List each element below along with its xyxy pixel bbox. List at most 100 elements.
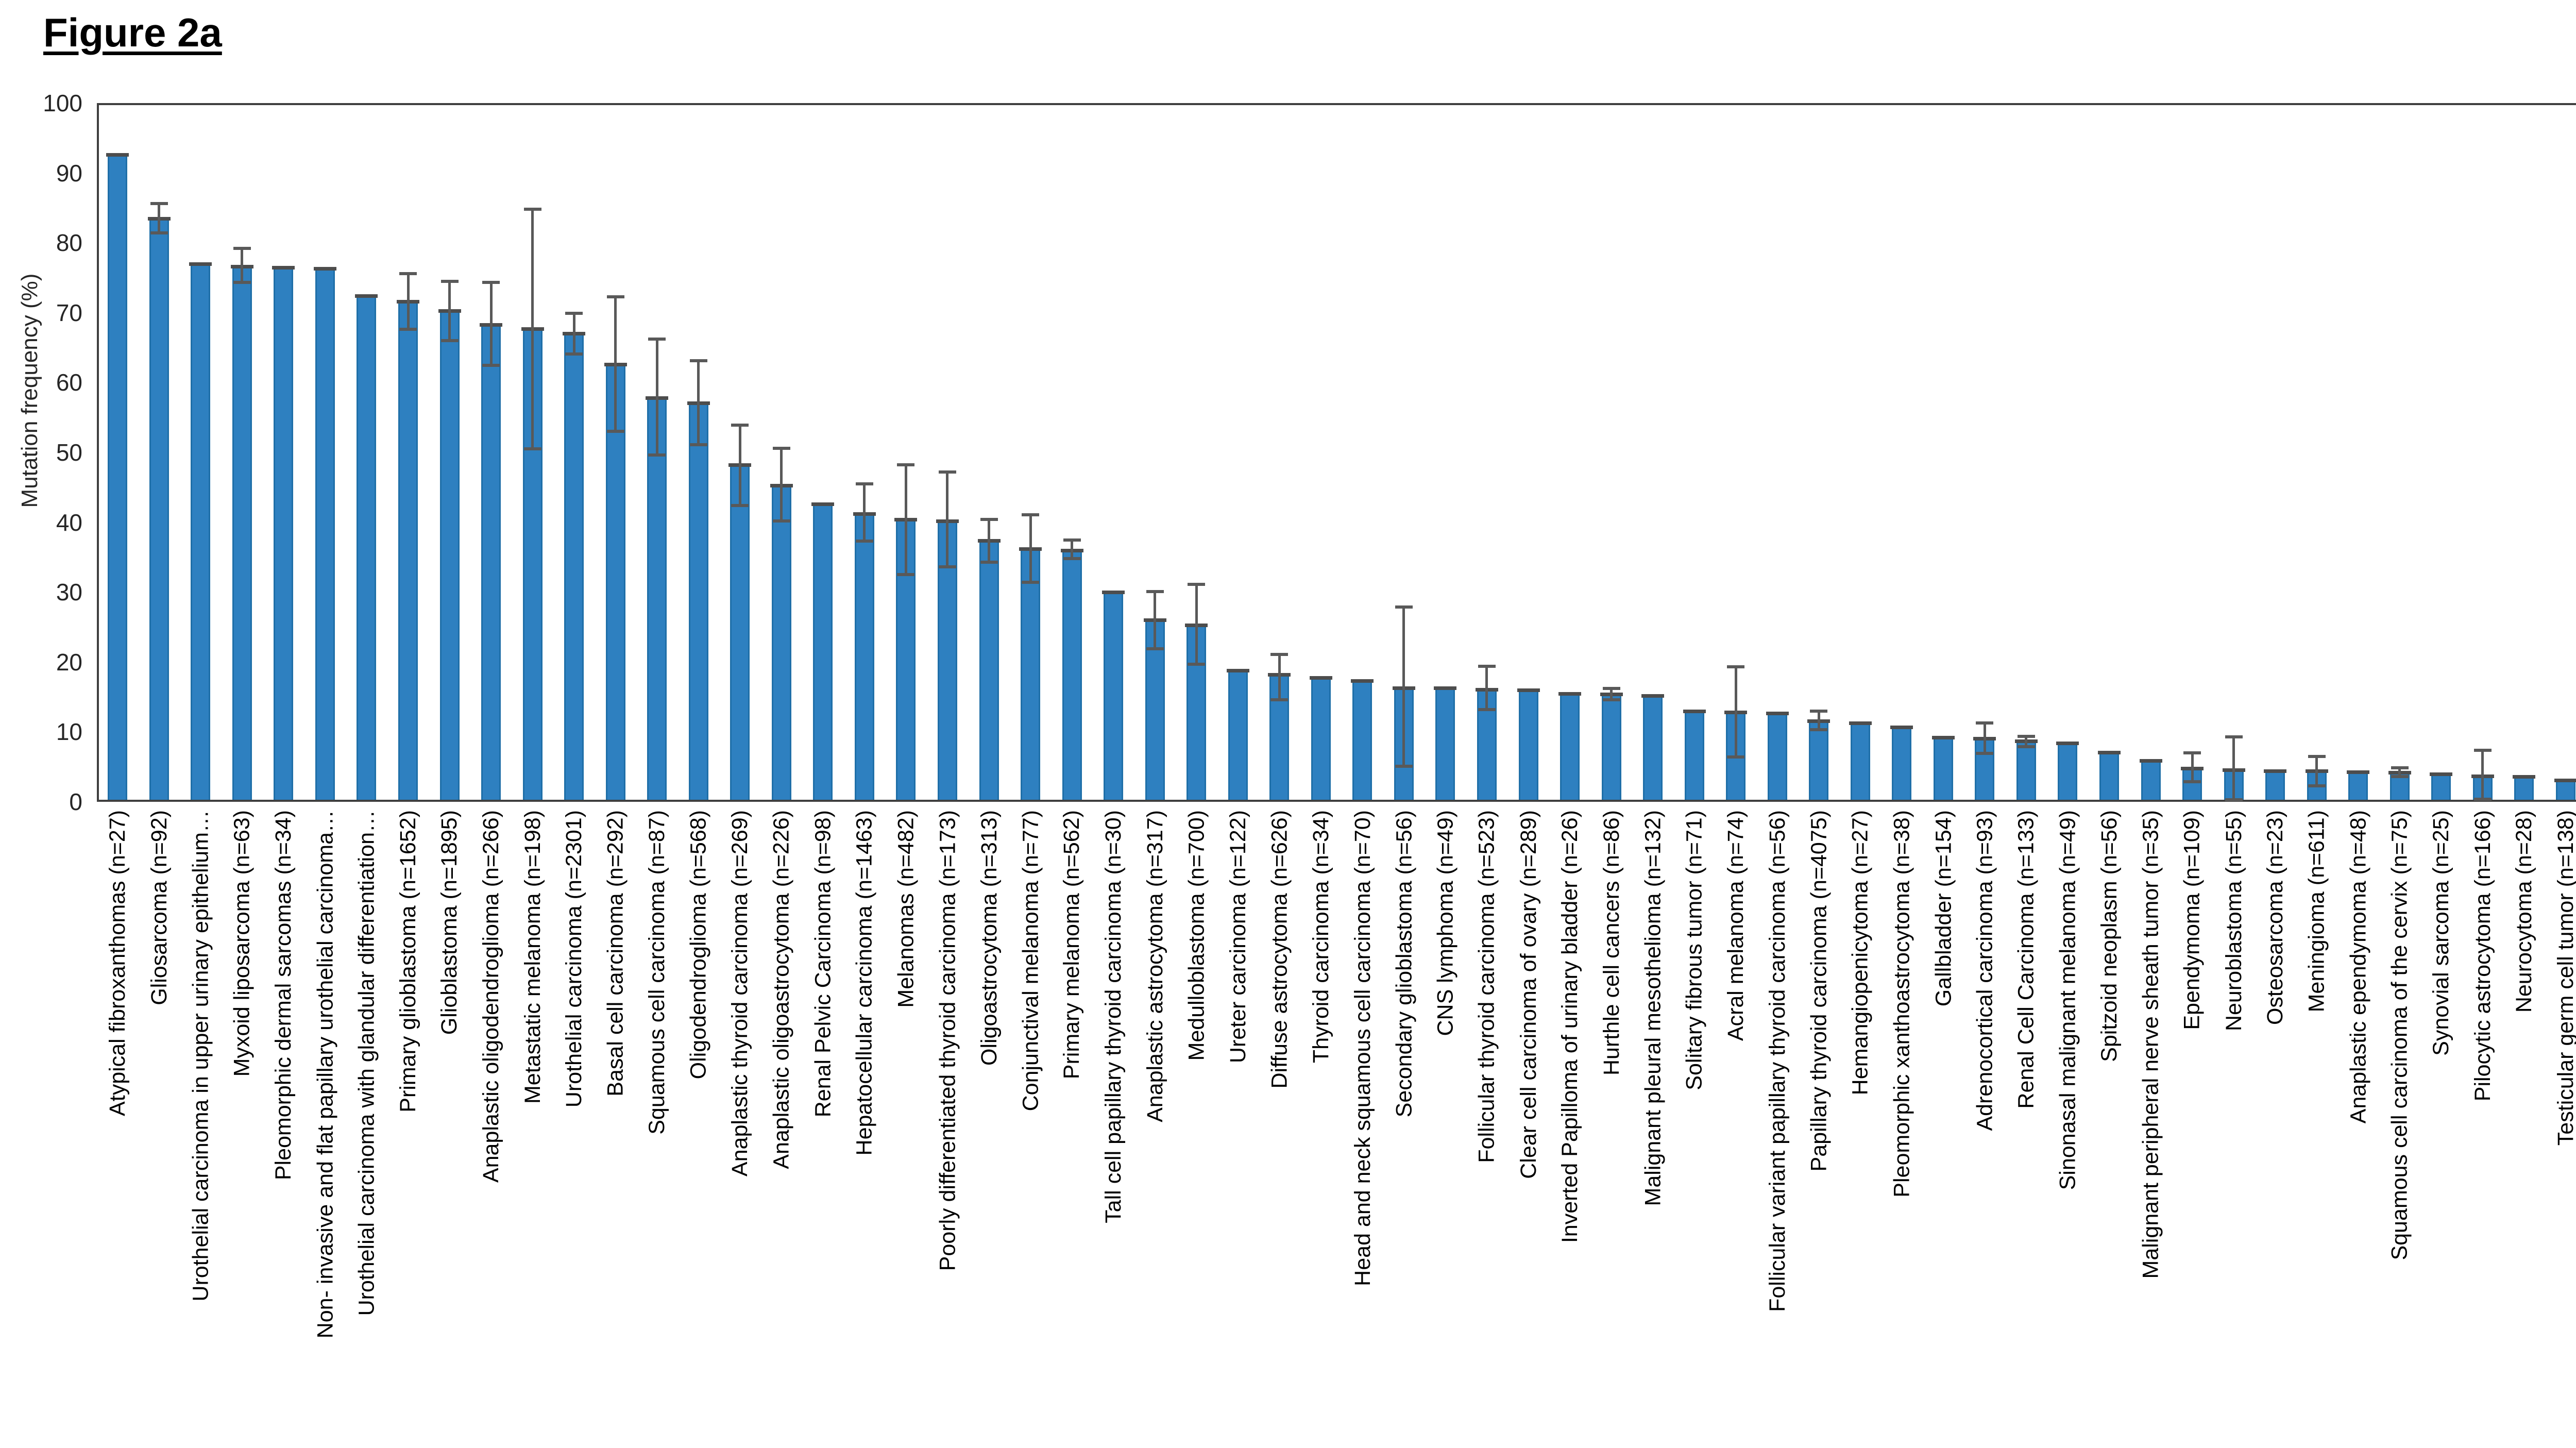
category-label: Anaplastic oligoastrocytoma (n=226) [769, 810, 794, 1169]
error-bar-cap [897, 573, 915, 577]
error-bar-cap [938, 565, 956, 569]
category-label: Primary melanoma (n=562) [1059, 810, 1084, 1080]
error-bar [489, 282, 493, 365]
bar [191, 263, 211, 800]
y-tick-label: 70 [56, 299, 82, 326]
bar-top-cap [1931, 736, 1955, 740]
bar-top-cap [2347, 770, 2370, 774]
category-label: Secondary glioblastoma (n=56) [1391, 810, 1416, 1118]
bar-top-cap [2264, 769, 2287, 773]
error-bar-cap [1146, 590, 1164, 593]
error-bar [1071, 540, 1074, 559]
error-bar-cap [938, 470, 956, 474]
bar [2265, 771, 2285, 800]
category-label: Atypical fibroxanthomas (n=27) [105, 810, 130, 1116]
category-label: Follicular variant papillary thyroid car… [1765, 810, 1790, 1312]
category-label: Pleomorphic dermal sarcomas (n=34) [271, 810, 296, 1181]
bar [2514, 777, 2534, 800]
y-tick-label: 50 [56, 439, 82, 466]
y-tick-label: 40 [56, 509, 82, 536]
error-bar-cap [689, 443, 707, 447]
bar [232, 266, 252, 800]
category-label: Non- invasive and flat papillary urothel… [312, 810, 337, 1339]
error-bar [697, 361, 700, 445]
category-label: CNS lymphoma (n=49) [1433, 810, 1458, 1036]
error-bar [406, 273, 410, 330]
bar [1933, 737, 1953, 800]
error-bar-cap [1063, 557, 1081, 561]
bar-top-cap [189, 262, 212, 266]
error-bar-cap [1602, 698, 1620, 702]
bar [2016, 741, 2036, 800]
error-bar-cap [2391, 775, 2409, 779]
error-bar-cap [648, 453, 666, 457]
error-bar-cap [399, 328, 417, 331]
bar [2058, 743, 2078, 800]
bar [274, 267, 294, 800]
bar-top-cap [1890, 725, 1913, 729]
error-bar-cap [233, 281, 251, 284]
error-bar-cap [1478, 664, 1496, 668]
y-tick-label: 20 [56, 648, 82, 676]
category-label: Glioblastoma (n=1895) [437, 810, 462, 1035]
bar-top-cap [106, 153, 129, 157]
error-bar-cap [606, 430, 624, 433]
bar [605, 364, 625, 800]
category-label: Diffuse astrocytoma (n=626) [1267, 810, 1292, 1089]
category-label: Inverted Papilloma of urinary bladder (n… [1557, 810, 1583, 1243]
category-label: Anaplastic astrocytoma (n=317) [1142, 810, 1167, 1122]
error-bar [1195, 584, 1198, 664]
error-bar-cap [689, 359, 707, 363]
bar [771, 485, 791, 800]
error-bar-cap [440, 339, 459, 343]
y-tick-label: 30 [56, 579, 82, 606]
category-label: Urothelial carcinoma in upper urinary ep… [188, 810, 213, 1302]
category-label: Anaplastic thyroid carcinoma (n=269) [727, 810, 753, 1177]
error-bar [863, 484, 866, 542]
bar [1187, 625, 1207, 800]
error-bar-cap [1976, 752, 1994, 755]
bar-top-cap [2056, 742, 2079, 746]
error-bar-cap [565, 352, 583, 356]
error-bar-cap [1810, 728, 1828, 732]
error-bar-cap [1022, 581, 1040, 584]
category-label: Anaplastic oligodendroglioma (n=266) [479, 810, 504, 1183]
error-bar [531, 209, 534, 449]
y-tick-label: 0 [69, 788, 82, 815]
error-bar-cap [2225, 798, 2243, 801]
error-bar [1817, 711, 1820, 730]
error-bar-cap [482, 363, 500, 367]
error-bar-cap [1727, 665, 1745, 669]
category-label: Meningioma (n=611) [2304, 810, 2329, 1013]
error-bar-cap [2225, 735, 2243, 738]
y-tick-label: 90 [56, 159, 82, 187]
bar-top-cap [1558, 692, 1582, 696]
category-label: Primary glioblastoma (n=1652) [396, 810, 421, 1113]
category-label: Acral melanoma (n=74) [1723, 810, 1749, 1041]
error-bar-cap [2183, 751, 2201, 755]
category-label: Gallbladder (n=154) [1930, 810, 1956, 1007]
error-bar [1402, 607, 1405, 766]
bar [1560, 693, 1580, 800]
bar [357, 296, 377, 800]
category-label: Gliosarcoma (n=92) [146, 810, 172, 1005]
category-label: Malignant pleural mesothelioma (n=132) [1640, 810, 1666, 1206]
error-bar-cap [150, 231, 168, 235]
bar [439, 310, 460, 800]
bar-top-cap [2139, 759, 2162, 763]
bar [1518, 690, 1538, 800]
error-bar-cap [1478, 708, 1496, 711]
error-bar-cap [1976, 721, 1994, 725]
error-bar [780, 448, 783, 521]
bar [1021, 549, 1041, 800]
error-bar [2025, 736, 2028, 747]
bar-top-cap [313, 267, 336, 271]
error-bar [448, 281, 451, 341]
error-bar-cap [1395, 764, 1413, 768]
error-bar-cap [980, 560, 998, 564]
bar [1767, 713, 1787, 800]
error-bar [655, 339, 658, 456]
error-bar-cap [2308, 784, 2326, 787]
bar-top-cap [2554, 778, 2576, 782]
category-label: Basal cell carcinoma (n=292) [603, 810, 628, 1097]
